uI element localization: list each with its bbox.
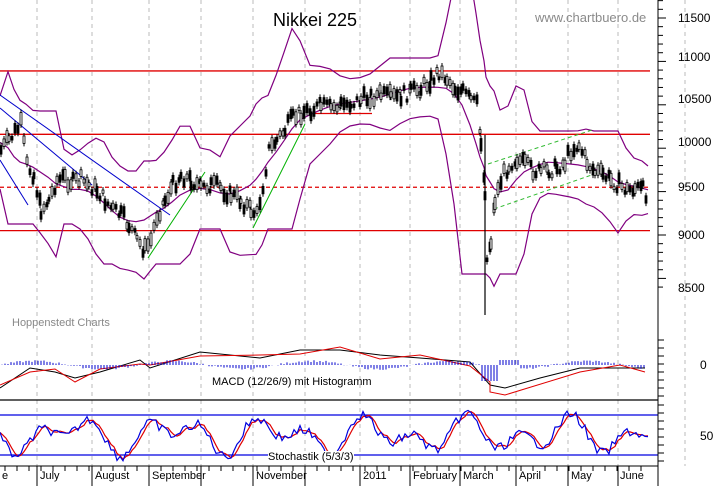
macd-label: MACD (12/26/9) mit Histogramm: [212, 376, 372, 388]
month-label: e: [2, 470, 9, 482]
month-label: 2011: [363, 470, 387, 482]
y-tick-label: 11000: [678, 50, 711, 64]
month-label: February: [413, 470, 458, 482]
month-gridlines: [36, 0, 686, 466]
y-tick-label: 11500: [678, 11, 711, 25]
month-label: March: [463, 470, 494, 482]
chart-title: Nikkei 225: [272, 10, 358, 30]
y-tick-label: 9500: [678, 180, 705, 194]
right-axis: [4, 0, 666, 486]
y-tick-label: 10500: [678, 92, 712, 106]
y-tick-label: 8500: [678, 281, 705, 295]
horizontal-levels: [0, 70, 650, 232]
month-label: August: [95, 470, 130, 482]
stochastic-label: Stochastik (5/3/3): [268, 451, 354, 463]
month-label: June: [620, 470, 644, 482]
price-candles: [0, 63, 648, 315]
month-label: April: [519, 470, 542, 482]
y-tick-label: 0: [700, 358, 707, 372]
month-label: July: [40, 470, 60, 482]
month-label: September: [152, 470, 206, 482]
watermark: www.chartbuero.de: [535, 10, 647, 25]
y-tick-label: 9000: [678, 228, 705, 242]
month-label: November: [256, 470, 307, 482]
y-tick-label: 50: [700, 429, 714, 443]
credit-label: Hoppenstedt Charts: [12, 317, 110, 329]
trend-lines: [0, 94, 607, 259]
y-tick-label: 10000: [678, 135, 712, 149]
month-label: May: [571, 470, 592, 482]
macd-panel: [0, 339, 664, 401]
